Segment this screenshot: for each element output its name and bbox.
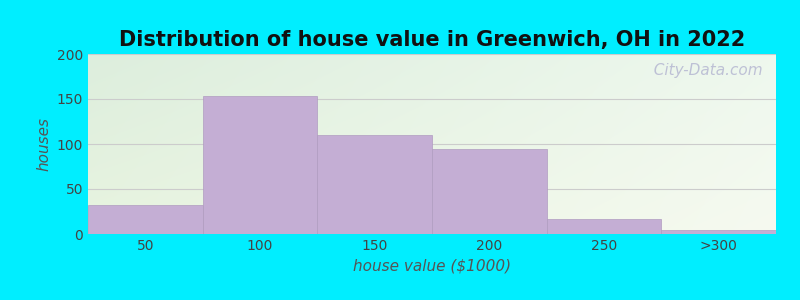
Bar bbox=[546, 219, 662, 234]
Bar bbox=[88, 205, 202, 234]
Bar bbox=[432, 148, 546, 234]
Title: Distribution of house value in Greenwich, OH in 2022: Distribution of house value in Greenwich… bbox=[119, 30, 745, 50]
Bar bbox=[662, 230, 776, 234]
Bar bbox=[318, 135, 432, 234]
Bar bbox=[202, 96, 318, 234]
Y-axis label: houses: houses bbox=[36, 117, 51, 171]
X-axis label: house value ($1000): house value ($1000) bbox=[353, 258, 511, 273]
Text: City-Data.com: City-Data.com bbox=[644, 63, 762, 78]
